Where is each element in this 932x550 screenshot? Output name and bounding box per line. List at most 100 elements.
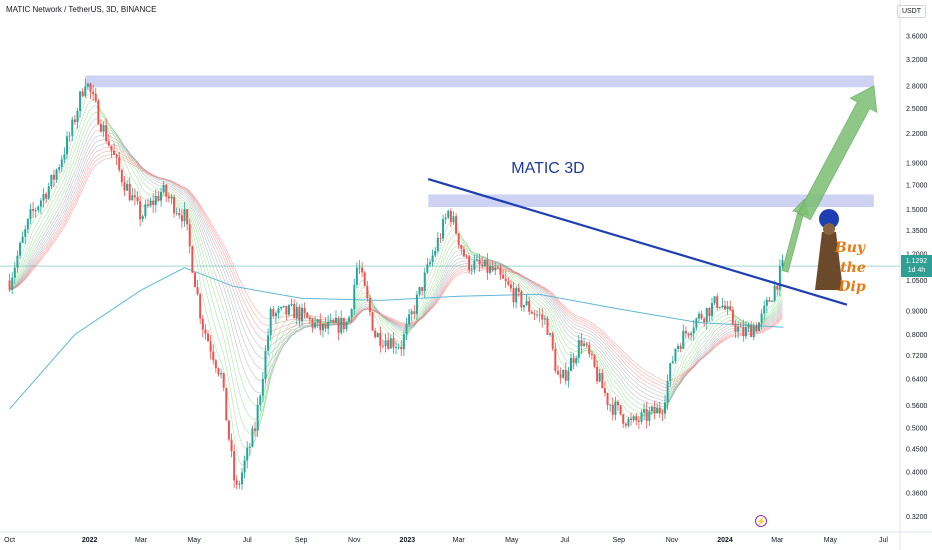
candle[interactable] (68, 131, 71, 142)
candle[interactable] (549, 332, 552, 337)
candle[interactable] (577, 334, 580, 364)
candle[interactable] (528, 296, 531, 316)
candle[interactable] (700, 310, 703, 321)
candle[interactable] (619, 405, 622, 416)
candle[interactable] (630, 412, 633, 426)
candle[interactable] (94, 87, 97, 103)
candle[interactable] (225, 387, 228, 421)
candle[interactable] (669, 362, 672, 388)
candle[interactable] (721, 297, 724, 309)
candle[interactable] (392, 332, 395, 354)
candle[interactable] (337, 315, 340, 341)
candle[interactable] (314, 316, 317, 330)
candle[interactable] (154, 189, 157, 213)
candle[interactable] (509, 280, 512, 292)
candle[interactable] (381, 339, 384, 349)
candle[interactable] (395, 340, 398, 355)
candle[interactable] (92, 84, 95, 102)
candle[interactable] (611, 397, 614, 421)
candle[interactable] (752, 322, 755, 341)
candle[interactable] (243, 455, 246, 479)
candle[interactable] (123, 176, 126, 197)
candle[interactable] (666, 374, 669, 410)
candle[interactable] (603, 381, 606, 397)
candle[interactable] (34, 207, 37, 218)
candle[interactable] (564, 362, 567, 385)
candle[interactable] (731, 306, 734, 326)
candle[interactable] (186, 208, 189, 231)
resistance-zone[interactable] (85, 75, 874, 88)
candle[interactable] (152, 193, 155, 213)
candle[interactable] (614, 396, 617, 421)
candle[interactable] (220, 368, 223, 379)
candle[interactable] (624, 422, 627, 429)
candle[interactable] (522, 304, 525, 312)
candle[interactable] (585, 342, 588, 348)
projection-arrows[interactable] (781, 85, 878, 273)
candle[interactable] (556, 364, 559, 375)
candle[interactable] (687, 332, 690, 339)
candle[interactable] (327, 315, 330, 335)
candle[interactable] (768, 296, 771, 302)
candle[interactable] (136, 191, 139, 205)
candle[interactable] (690, 331, 693, 341)
candle[interactable] (66, 131, 69, 160)
candle[interactable] (107, 134, 110, 147)
candle[interactable] (455, 213, 458, 235)
candle[interactable] (251, 425, 254, 448)
candle[interactable] (481, 257, 484, 269)
candle[interactable] (588, 341, 591, 358)
candle[interactable] (180, 209, 183, 228)
candle[interactable] (342, 317, 345, 333)
candle[interactable] (645, 401, 648, 429)
candle[interactable] (115, 153, 118, 166)
candle[interactable] (214, 358, 217, 373)
candle[interactable] (771, 300, 774, 302)
candle[interactable] (397, 343, 400, 350)
candle[interactable] (175, 207, 178, 216)
candle[interactable] (280, 306, 283, 311)
candle[interactable] (50, 174, 53, 190)
candle[interactable] (499, 264, 502, 280)
candle[interactable] (311, 317, 314, 333)
candle[interactable] (468, 254, 471, 274)
candle[interactable] (692, 319, 695, 341)
candle[interactable] (81, 88, 84, 98)
candle[interactable] (387, 332, 390, 351)
candle[interactable] (274, 311, 277, 324)
candles[interactable] (0, 78, 900, 490)
candle[interactable] (204, 324, 207, 340)
candle[interactable] (183, 202, 186, 227)
candle[interactable] (750, 320, 753, 338)
candle[interactable] (128, 176, 131, 202)
candle[interactable] (609, 403, 612, 412)
candle[interactable] (452, 211, 455, 226)
candle[interactable] (358, 260, 361, 274)
candle[interactable] (295, 302, 298, 325)
candle[interactable] (45, 191, 48, 204)
candle[interactable] (26, 218, 29, 234)
candle[interactable] (734, 320, 737, 339)
candle[interactable] (73, 114, 76, 125)
candle[interactable] (110, 145, 113, 158)
candle[interactable] (264, 345, 267, 384)
candle[interactable] (76, 107, 79, 129)
candle[interactable] (606, 392, 609, 411)
candle[interactable] (16, 250, 19, 273)
candle[interactable] (517, 283, 520, 297)
candle[interactable] (301, 303, 304, 326)
candle[interactable] (32, 201, 35, 219)
candle[interactable] (350, 308, 353, 323)
candle[interactable] (191, 245, 194, 274)
candle[interactable] (170, 194, 173, 205)
candle[interactable] (489, 261, 492, 275)
candle[interactable] (658, 401, 661, 418)
candle[interactable] (254, 421, 257, 437)
candle[interactable] (710, 297, 713, 321)
candle[interactable] (525, 294, 528, 306)
candle[interactable] (79, 90, 82, 118)
candle[interactable] (400, 340, 403, 357)
candle[interactable] (248, 442, 251, 456)
candle[interactable] (287, 303, 290, 317)
candle[interactable] (554, 342, 557, 374)
